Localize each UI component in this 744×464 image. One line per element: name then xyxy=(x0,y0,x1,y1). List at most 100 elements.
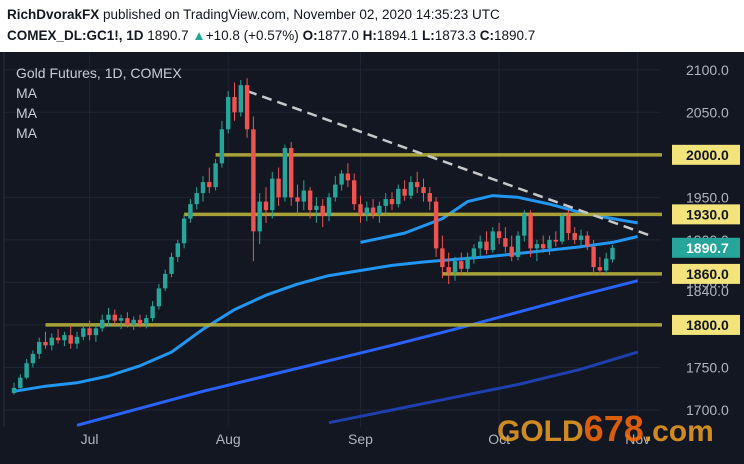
y-tick-label: 1750.0 xyxy=(686,359,729,375)
candle-body xyxy=(219,129,225,164)
candle-body xyxy=(585,235,590,247)
candle-body xyxy=(251,129,256,232)
candle-body xyxy=(490,231,495,251)
open-label: O: xyxy=(302,28,318,43)
candle-body xyxy=(326,197,332,217)
candle-body xyxy=(358,204,363,215)
candle-body xyxy=(289,148,294,198)
candle-body xyxy=(597,267,603,271)
triangle-up-icon: ▲ xyxy=(192,28,206,43)
candle-body xyxy=(156,288,162,307)
y-tick-label: 1950.0 xyxy=(686,189,729,205)
candle-body xyxy=(74,336,80,344)
candle-body xyxy=(49,337,54,346)
candle-body xyxy=(440,248,445,268)
price-chart[interactable]: 2100.02050.01950.01900.01850.01800.01750… xyxy=(0,52,744,464)
candle-body xyxy=(314,205,319,211)
watermark-logo: GOLD678.com xyxy=(497,408,714,450)
y-tick-label: 2100.0 xyxy=(686,62,729,78)
level-price-badge xyxy=(672,204,740,225)
candle-body xyxy=(112,314,117,321)
candle-body xyxy=(465,256,470,269)
candle-body xyxy=(43,341,48,346)
candle-body xyxy=(144,318,149,325)
legend-ma-2[interactable]: MA xyxy=(16,105,37,121)
moving-average-line-mid xyxy=(13,235,639,393)
level-price-badge xyxy=(672,263,740,284)
candle-body xyxy=(578,235,584,240)
candle-body xyxy=(37,341,42,354)
candle-body xyxy=(333,184,338,198)
high-value: 1894.1 xyxy=(376,28,419,43)
candle-body xyxy=(528,214,533,249)
close-value: 1890.7 xyxy=(494,28,536,43)
x-tick-label: Oct xyxy=(488,431,510,447)
level-price-badge xyxy=(672,144,740,165)
trendline xyxy=(246,89,651,237)
candle-body xyxy=(566,216,571,234)
candle-body xyxy=(181,218,187,244)
legend-ma-1[interactable]: MA xyxy=(16,85,37,101)
candle-body xyxy=(24,363,29,378)
candle-body xyxy=(282,148,288,198)
candle-body xyxy=(459,261,464,269)
close-label: C: xyxy=(479,28,495,43)
candle-body xyxy=(68,335,73,344)
candle-body xyxy=(194,193,199,205)
author-name[interactable]: RichDvorakFX xyxy=(7,7,100,22)
candle-body xyxy=(320,205,325,217)
x-tick-label: Sep xyxy=(348,431,373,447)
y-tick-label: 2050.0 xyxy=(686,104,729,120)
watermark-part-1: GOLD xyxy=(497,415,584,448)
candle-body xyxy=(62,335,67,341)
candle-body xyxy=(496,231,502,239)
candle-body xyxy=(175,243,180,257)
candle-body xyxy=(81,328,86,337)
last-price: 1890.7 xyxy=(147,28,189,43)
candle-body xyxy=(503,238,508,247)
candle-body xyxy=(100,319,105,329)
candle-body xyxy=(137,319,143,325)
publication-header: RichDvorakFX published on TradingView.co… xyxy=(0,0,744,52)
chart-area[interactable]: 2100.02050.01950.01900.01850.01800.01750… xyxy=(0,52,744,464)
candle-body xyxy=(478,241,483,249)
candle-body xyxy=(522,214,527,236)
candle-body xyxy=(131,319,136,325)
candle-body xyxy=(207,182,212,188)
price-change: +10.8 (+0.57%) xyxy=(205,28,299,43)
x-tick-label: Nov xyxy=(625,431,650,447)
open-value: 1877.0 xyxy=(317,28,359,43)
symbol-label: COMEX_DL:GC1!, 1D xyxy=(7,28,144,43)
current-price-label: 1890.7 xyxy=(686,240,729,256)
time-axis xyxy=(0,427,744,464)
candle-body xyxy=(11,387,17,393)
candle-body xyxy=(377,205,382,215)
candle-body xyxy=(188,204,193,219)
candle-body xyxy=(169,256,174,274)
candle-body xyxy=(559,216,565,242)
watermark-part-3: .com xyxy=(643,415,714,448)
candle-body xyxy=(541,244,546,249)
candle-body xyxy=(383,199,388,206)
level-price-label: 1930.0 xyxy=(686,206,729,222)
candle-body xyxy=(553,239,558,242)
candle-body xyxy=(396,188,401,205)
candle-body xyxy=(276,178,281,198)
candle-body xyxy=(427,193,432,202)
legend-ma-3[interactable]: MA xyxy=(16,125,37,141)
candle-body xyxy=(295,197,300,202)
candle-body xyxy=(604,258,609,271)
candle-body xyxy=(509,246,514,257)
y-tick-label: 1840.0 xyxy=(686,283,729,299)
publication-line: RichDvorakFX published on TradingView.co… xyxy=(7,7,500,22)
candle-body xyxy=(421,187,426,194)
candle-body xyxy=(591,246,596,268)
candle-body xyxy=(257,201,262,232)
candle-body xyxy=(213,163,218,188)
moving-average-line-slow xyxy=(76,279,639,427)
candle-body xyxy=(415,182,420,188)
candle-body xyxy=(226,96,231,130)
watermark-part-2: 678 xyxy=(583,408,644,449)
published-text: published on TradingView.com, November 0… xyxy=(99,7,500,22)
level-price-badge xyxy=(672,314,740,335)
